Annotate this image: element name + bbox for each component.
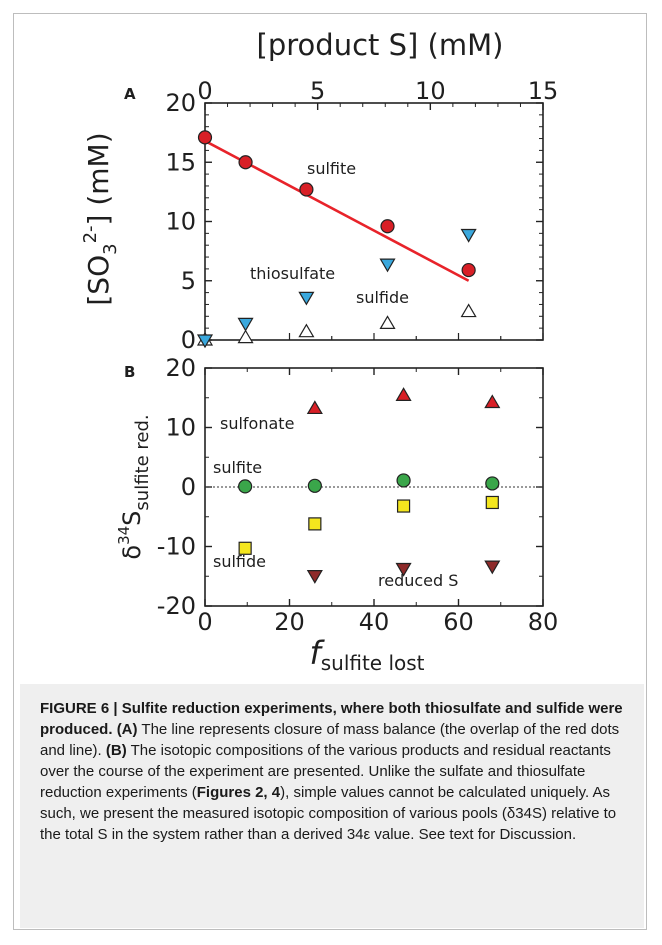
point-b-reduced-S-1	[395, 562, 412, 577]
point-a-thiosulfate-2	[298, 291, 315, 306]
top-axis-label: [product S] (mM)	[257, 28, 504, 62]
bottom-axis-label: fsulfite lost	[309, 634, 424, 675]
panel-b-y-axis-label: δ34Ssulfite red.	[115, 414, 153, 559]
figure-6-charts: A B [product S] (mM) [SO32-] (mM) δ34Ssu…	[80, 28, 559, 675]
annotation-thiosulfate: thiosulfate	[250, 264, 335, 283]
tick-label-b-y-10: 10	[165, 414, 196, 442]
tick-label-b-x-0: 0	[197, 608, 212, 636]
panel-b-label: B	[124, 363, 135, 381]
tick-label-top-0: 0	[197, 77, 212, 105]
figure-caption: FIGURE 6 | Sulfite reduction experiments…	[40, 698, 630, 845]
tick-label-b-y-0: 0	[181, 473, 196, 501]
caption-figure-refs: Figures 2, 4	[196, 784, 281, 801]
tick-label-b-x-40: 40	[359, 608, 390, 636]
tick-label-top-10: 10	[415, 77, 446, 105]
caption-text-a: The line represents closure of mass bala…	[40, 721, 620, 759]
caption-part-a: (A)	[116, 721, 138, 738]
point-b-sulfonate-0	[306, 400, 323, 415]
point-a-sulfide-4	[460, 303, 477, 318]
point-b-reduced-S-2	[484, 560, 501, 575]
panel-a-label: A	[124, 85, 136, 103]
point-b-sulfonate-2	[484, 394, 501, 409]
tick-label-a-y-20: 20	[165, 89, 196, 117]
point-b-sulfite-0	[238, 479, 253, 494]
point-b-sulfite-2	[396, 473, 411, 488]
annotation-sulfide-a: sulfide	[356, 288, 409, 307]
annotation-sulfite-b: sulfite	[213, 458, 262, 477]
caption-area: FIGURE 6 | Sulfite reduction experiments…	[20, 684, 644, 928]
tick-label-top-5: 5	[310, 77, 325, 105]
svg-text:δ34Ssulfite red.: δ34Ssulfite red.	[115, 414, 153, 559]
point-b-sulfide-1	[308, 517, 322, 531]
tick-label-top-15: 15	[528, 77, 559, 105]
point-b-sulfite-1	[307, 478, 322, 493]
point-a-sulfide-3	[379, 315, 396, 330]
tick-label-b-y--20: -20	[157, 592, 196, 620]
point-a-sulfide-1	[237, 329, 254, 344]
annotation-sulfite-a: sulfite	[307, 159, 356, 178]
point-a-thiosulfate-0	[196, 334, 214, 349]
svg-text:fsulfite lost: fsulfite lost	[309, 634, 424, 675]
point-b-sulfonate-1	[395, 387, 412, 401]
tick-label-a-y-10: 10	[165, 208, 196, 236]
point-b-sulfide-0	[238, 541, 252, 555]
panel-a-y-axis-label: [SO32-] (mM)	[80, 132, 121, 305]
point-b-reduced-S-0	[306, 570, 323, 584]
point-a-thiosulfate-3	[379, 258, 396, 273]
point-a-sulfite-4	[461, 262, 476, 278]
tick-label-a-y-5: 5	[181, 267, 196, 295]
tick-label-b-x-60: 60	[443, 608, 474, 636]
point-a-thiosulfate-1	[237, 317, 254, 332]
tick-label-a-y-15: 15	[165, 148, 196, 176]
tick-label-b-x-80: 80	[528, 608, 559, 636]
point-b-sulfide-2	[396, 499, 411, 513]
annotation-sulfide-b: sulfide	[213, 552, 266, 571]
tick-label-a-y-0: 0	[181, 326, 196, 354]
caption-text-b: The isotopic compositions of the various…	[40, 742, 611, 801]
point-a-sulfite-1	[238, 155, 253, 170]
tick-label-b-y--10: -10	[157, 533, 196, 561]
caption-figure-label: FIGURE 6 | Sulfite reduction experiments…	[40, 700, 623, 738]
caption-text-c: ), simple values cannot be calculated un…	[40, 784, 617, 843]
point-a-sulfite-3	[380, 219, 395, 234]
point-b-sulfide-3	[485, 495, 499, 510]
annotation-sulfonate: sulfonate	[220, 414, 294, 433]
point-a-sulfite-2	[299, 182, 314, 197]
svg-text:[SO32-] (mM): [SO32-] (mM)	[80, 132, 121, 305]
tick-label-b-x-20: 20	[274, 608, 305, 636]
point-a-sulfide-2	[298, 323, 315, 338]
point-b-sulfite-3	[485, 476, 500, 491]
point-a-sulfite-0	[197, 130, 213, 145]
tick-label-b-y-20: 20	[165, 354, 196, 382]
caption-part-b: (B)	[105, 742, 127, 759]
point-a-thiosulfate-4	[460, 228, 477, 243]
annotation-reduced-s: reduced S	[378, 571, 458, 590]
